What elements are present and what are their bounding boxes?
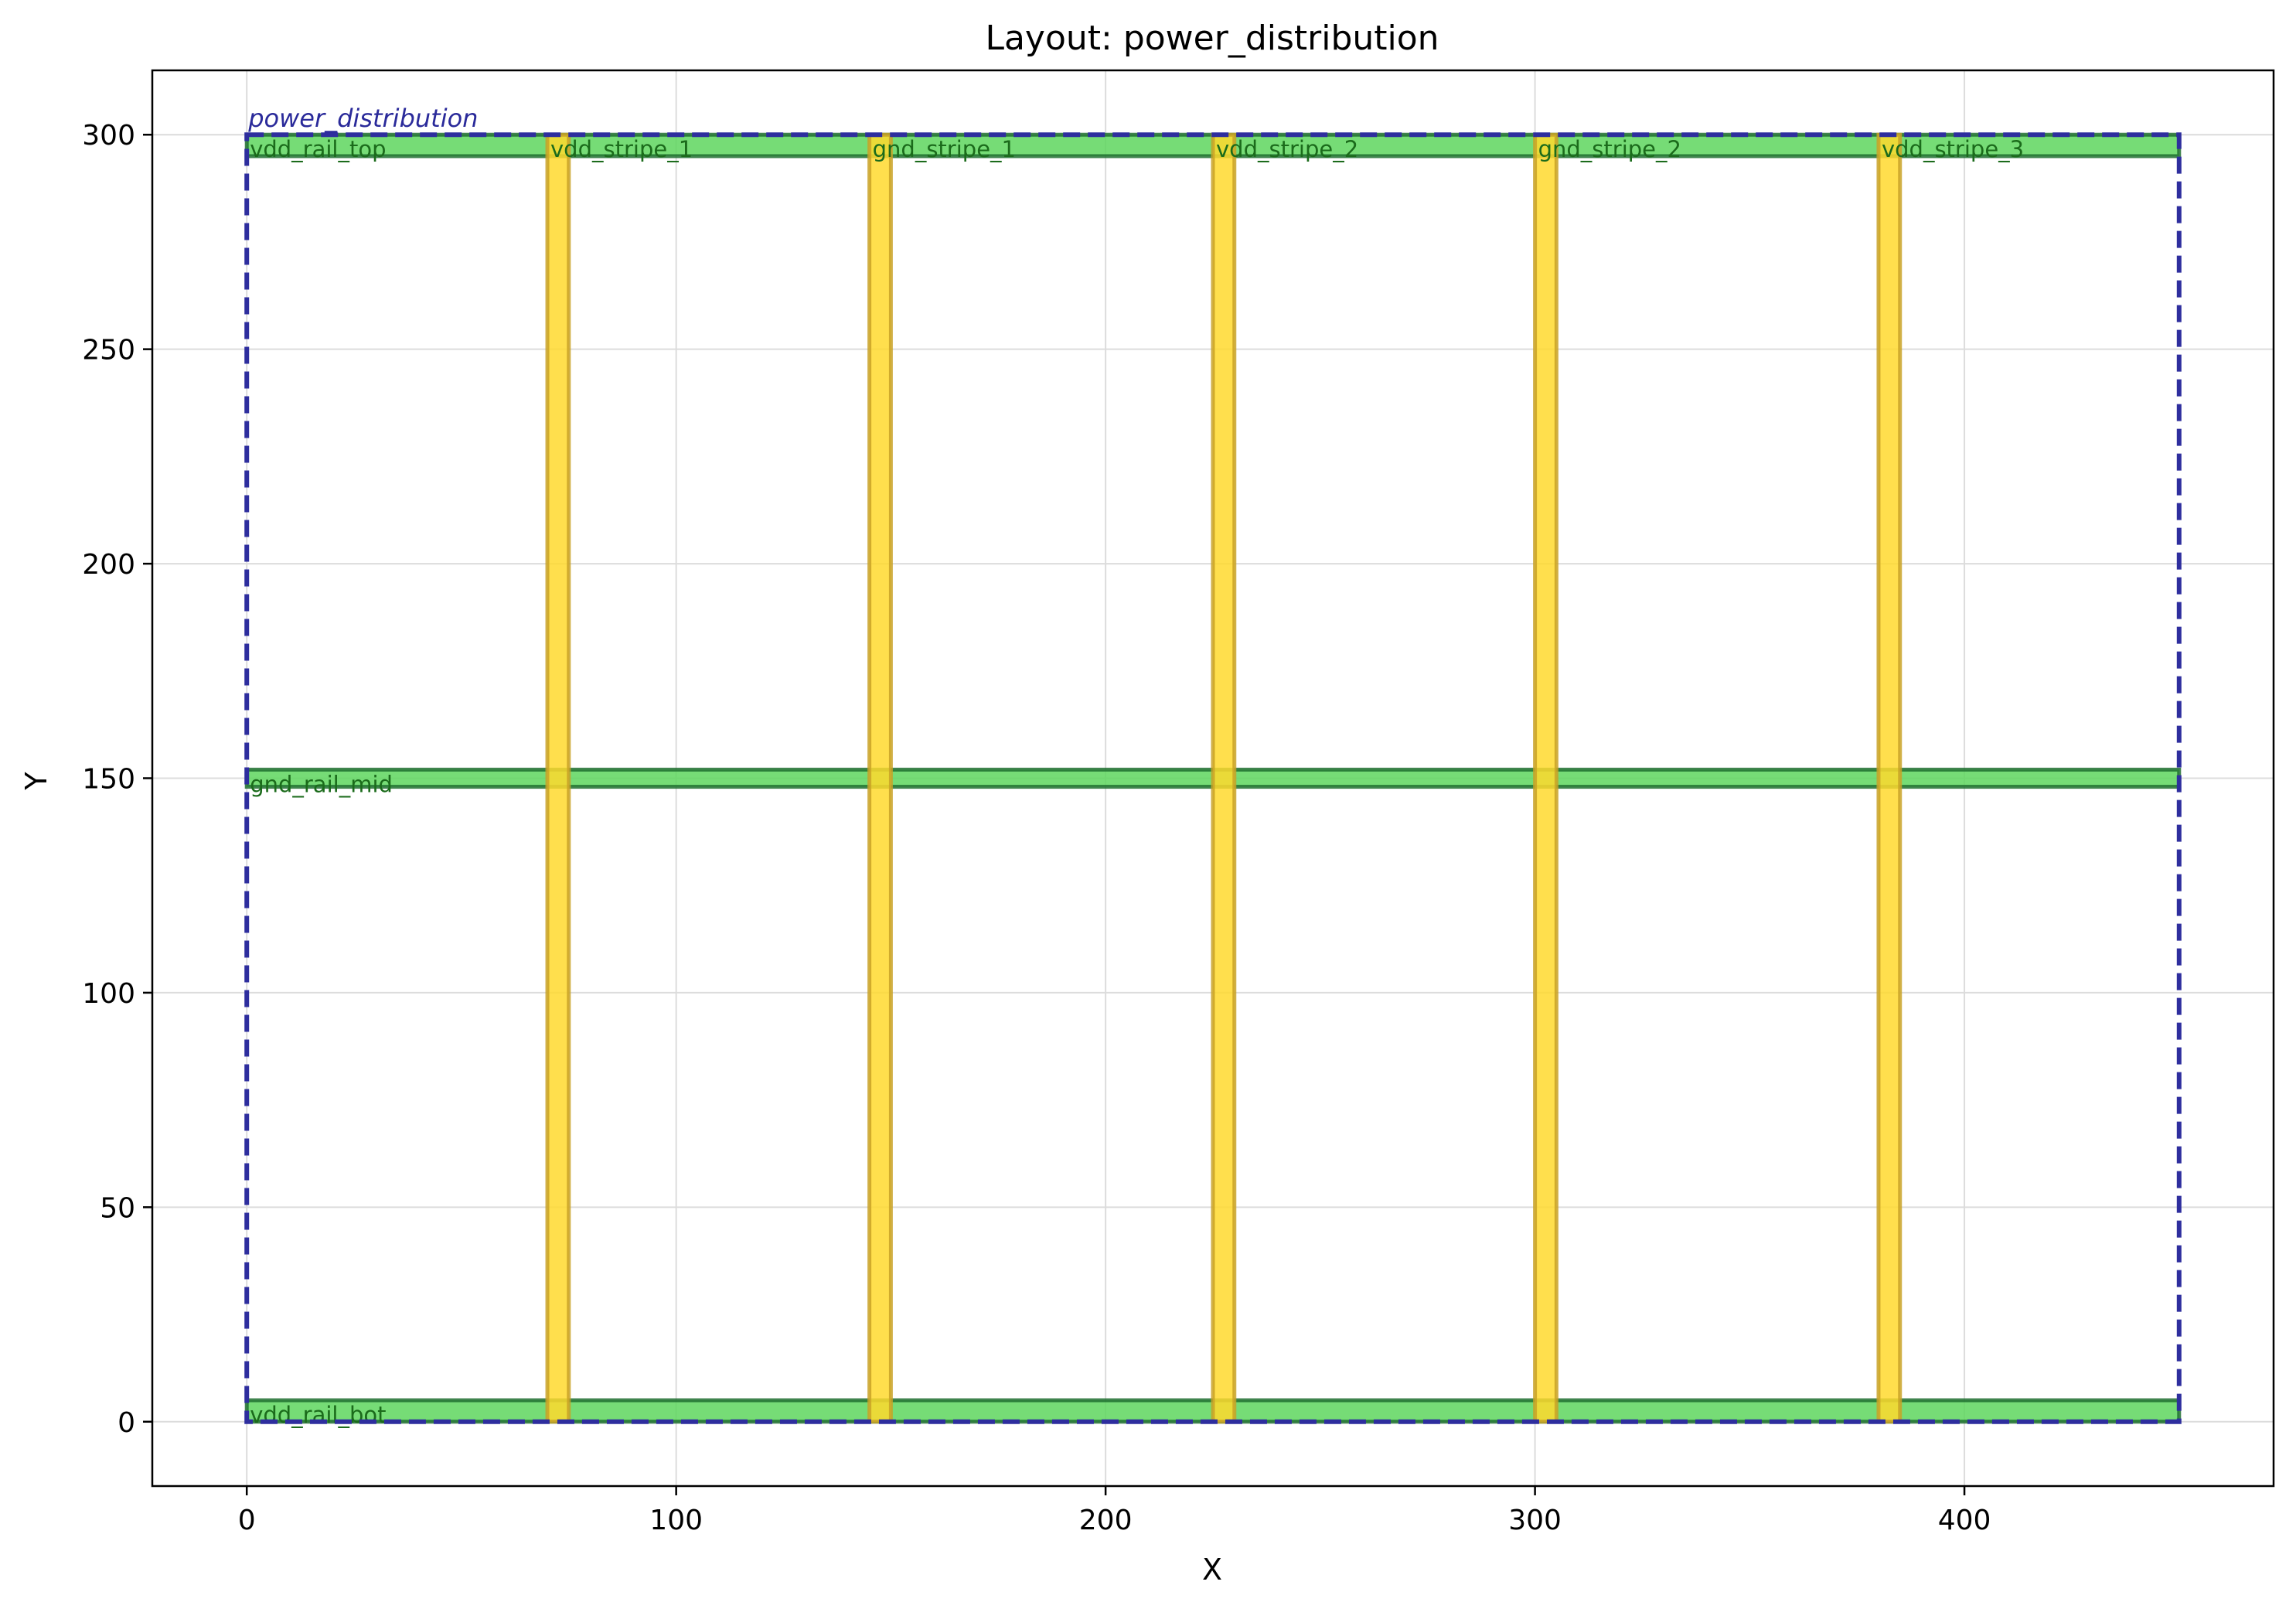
- shape-label-gnd-stripe-1: gnd_stripe_1: [873, 136, 1016, 162]
- shape-vdd-stripe-1: [545, 132, 571, 1424]
- y-axis-label: Y: [19, 772, 53, 791]
- shape-label-vdd-rail-top: vdd_rail_top: [250, 136, 386, 162]
- y-tick-label: 0: [118, 1407, 135, 1439]
- axis-ticks: 0 100 200 300 400 0 50 100 150 200 250 300: [82, 120, 1991, 1536]
- shape-vdd-stripe-3: [1876, 132, 1903, 1424]
- shape-gnd-stripe-1: [867, 132, 893, 1424]
- shape-label-vdd-stripe-2: vdd_stripe_2: [1216, 136, 1358, 162]
- y-tick-label: 50: [100, 1192, 135, 1224]
- cell-boundary: [244, 132, 2182, 1424]
- y-tick-label: 150: [82, 764, 135, 796]
- y-tick-label: 100: [82, 978, 135, 1010]
- chart-title: Layout: power_distribution: [985, 19, 1439, 58]
- shape-label-vdd-stripe-3: vdd_stripe_3: [1882, 136, 2024, 162]
- x-tick-label: 0: [238, 1505, 256, 1536]
- cell-name-label: power_distribution: [247, 104, 478, 133]
- x-tick-label: 100: [649, 1505, 703, 1536]
- x-axis-label: X: [1202, 1553, 1222, 1587]
- shape-label-vdd-rail-bot: vdd_rail_bot: [250, 1402, 386, 1428]
- y-tick-label: 250: [82, 335, 135, 366]
- shape-label-gnd-stripe-2: gnd_stripe_2: [1538, 136, 1681, 162]
- shape-labels: vdd_rail_bot vdd_rail_top gnd_rail_mid vdd_…: [244, 104, 2182, 1428]
- x-tick-label: 300: [1508, 1505, 1562, 1536]
- x-tick-label: 400: [1938, 1505, 1991, 1536]
- y-tick-label: 300: [82, 120, 135, 152]
- shape-label-gnd-rail-mid: gnd_rail_mid: [250, 771, 393, 797]
- x-tick-label: 200: [1079, 1505, 1133, 1536]
- shape-label-vdd-stripe-1: vdd_stripe_1: [550, 136, 693, 162]
- y-tick-label: 200: [82, 549, 135, 581]
- shape-vdd-stripe-2: [1211, 132, 1237, 1424]
- shape-gnd-stripe-2: [1533, 132, 1558, 1424]
